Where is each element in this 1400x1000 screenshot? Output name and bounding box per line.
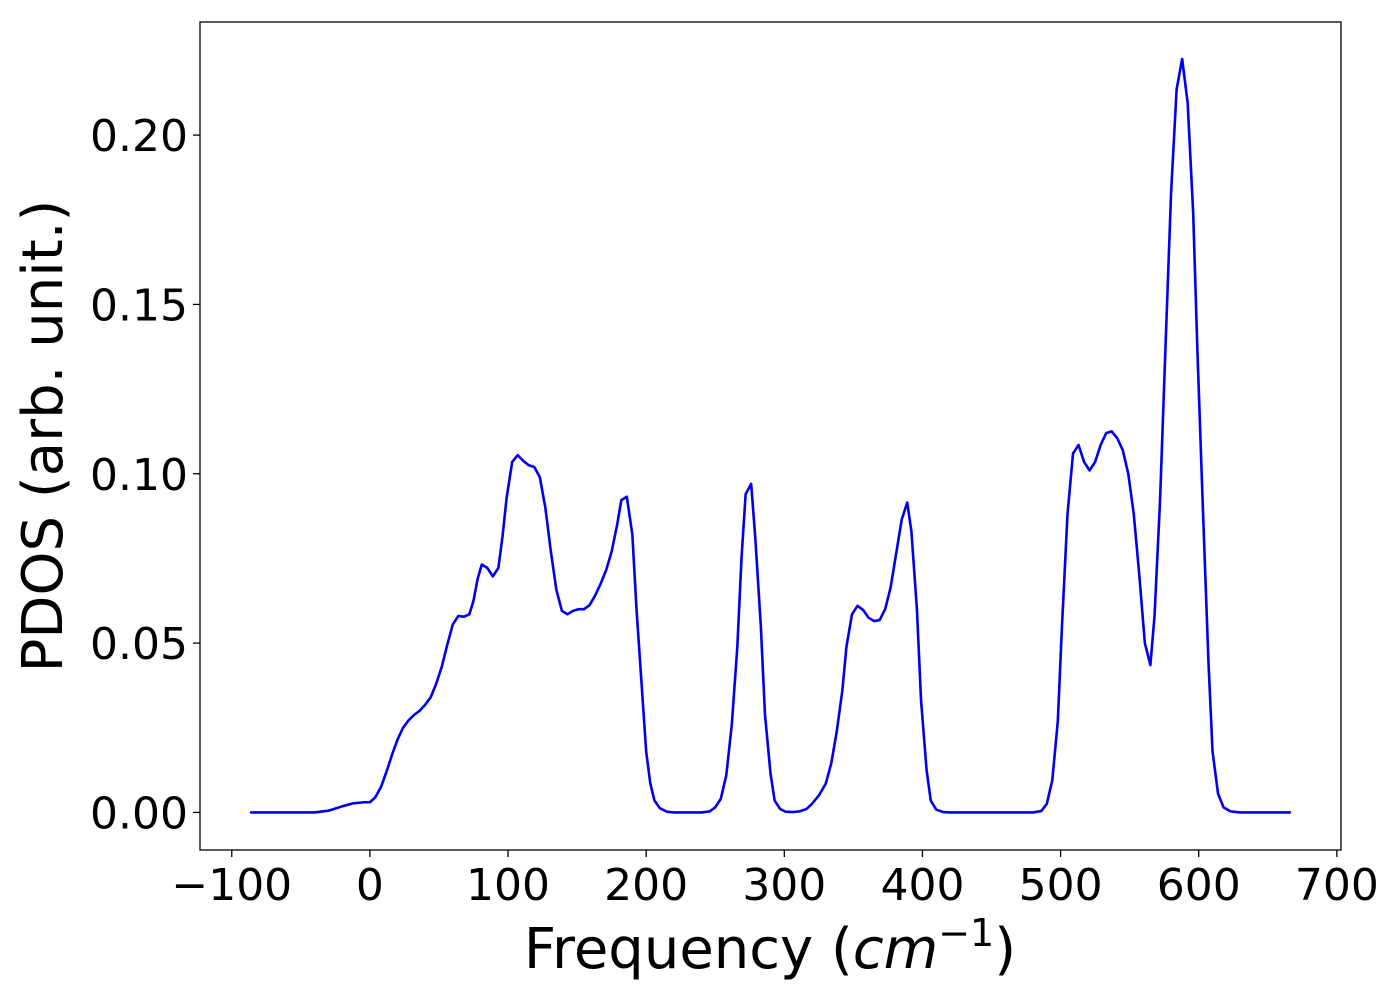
y-tick-label: 0.15 bbox=[90, 280, 188, 331]
series-layer bbox=[249, 57, 1292, 814]
x-tick-label: 200 bbox=[604, 860, 688, 911]
y-tick-label: 0.20 bbox=[90, 111, 188, 162]
x-tick-label: 100 bbox=[466, 860, 550, 911]
y-axis-title: PDOS (arb. unit.) bbox=[11, 200, 76, 673]
y-axis-ticks: 0.00 0.05 0.10 0.15 0.20 bbox=[90, 111, 200, 839]
plot-frame bbox=[199, 21, 1342, 851]
x-tick-label: 300 bbox=[742, 860, 826, 911]
x-tick-label: 400 bbox=[880, 860, 964, 911]
x-axis-label: Frequency bbox=[524, 917, 813, 982]
x-axis-ticks: −100 0 100 200 300 400 500 600 700 bbox=[171, 850, 1379, 911]
x-axis-title: Frequency (cm−1) bbox=[524, 911, 1016, 982]
x-axis-unit-exp: −1 bbox=[938, 911, 994, 955]
x-axis-unit-close: ) bbox=[994, 917, 1016, 982]
y-tick-label: 0.05 bbox=[90, 619, 188, 670]
x-tick-label: 700 bbox=[1295, 860, 1379, 911]
x-tick-label: −100 bbox=[171, 860, 292, 911]
x-tick-label: 500 bbox=[1019, 860, 1103, 911]
x-tick-label: 0 bbox=[356, 860, 384, 911]
x-axis-unit-open: ( bbox=[831, 917, 853, 982]
x-axis-unit-base: cm bbox=[853, 917, 938, 982]
y-tick-label: 0.10 bbox=[90, 450, 188, 501]
x-tick-label: 600 bbox=[1157, 860, 1241, 911]
y-tick-label: 0.00 bbox=[90, 788, 188, 839]
pdos-line-series bbox=[249, 57, 1292, 814]
